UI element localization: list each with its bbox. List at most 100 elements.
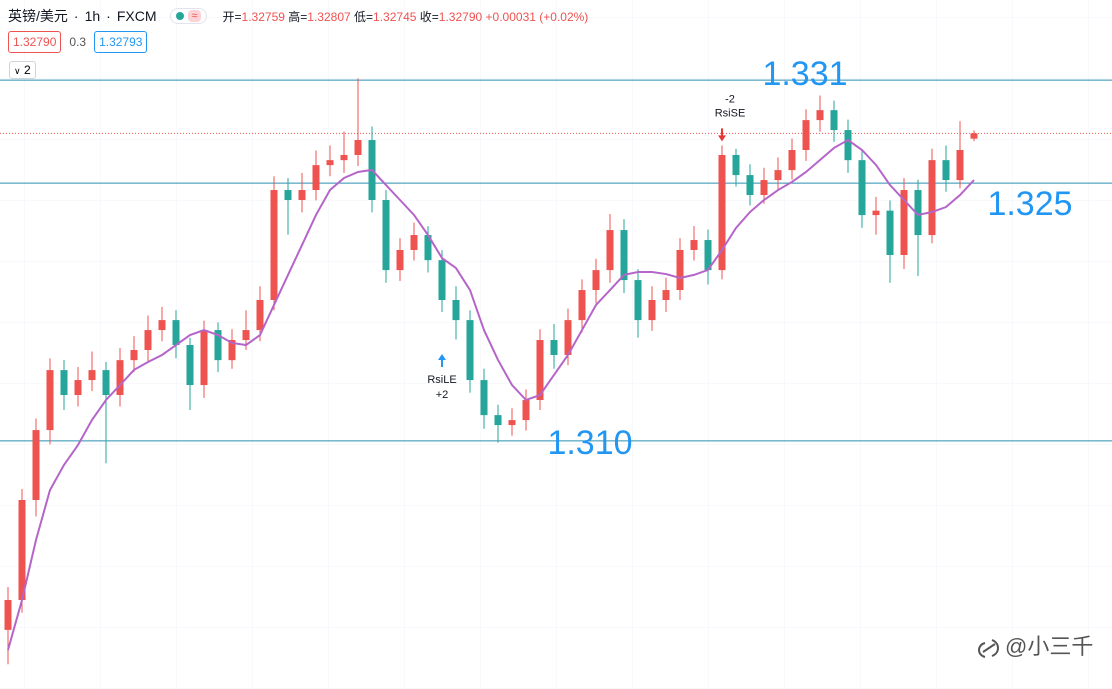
candle-body: [452, 299, 460, 321]
signal-qty: -2: [725, 93, 735, 105]
candle-body: [844, 130, 852, 161]
candle-body: [788, 149, 796, 171]
candle-body: [74, 380, 82, 396]
candle-body: [900, 190, 908, 255]
candle-body: [690, 240, 698, 250]
close-value: 1.32790: [438, 9, 483, 24]
candle-body: [732, 154, 740, 176]
level-label: 1.325: [987, 185, 1072, 223]
candle-body: [60, 370, 68, 396]
signal-qty: +2: [436, 389, 449, 401]
candle-body: [410, 235, 418, 250]
candle-body: [298, 190, 306, 200]
change-pct: (+0.02%): [539, 9, 589, 24]
candle-body: [228, 340, 236, 361]
watermark-text: @小三千: [1005, 634, 1093, 659]
candle-body: [592, 270, 600, 291]
candle-body: [886, 210, 894, 255]
candle-body: [200, 330, 208, 386]
candle-body: [424, 235, 432, 261]
candle-body: [718, 154, 726, 271]
ma-line: [7, 138, 975, 651]
header: 英镑/美元 · 1h · FXCM ≈ 开=1.32759 高=1.32807 低=…: [8, 8, 589, 25]
candle-body: [858, 160, 866, 216]
ohlc: 开=1.32759 高=1.32807 低=1.32745 收=1.32790 …: [223, 8, 589, 25]
candle-body: [816, 110, 824, 121]
open-value: 1.32759: [241, 9, 285, 24]
candle-body: [172, 320, 180, 346]
candle-body: [634, 280, 642, 321]
candle-body: [284, 190, 292, 200]
ask[interactable]: 1.32793: [94, 31, 148, 53]
candle-body: [256, 299, 264, 331]
indicator-count: 2: [23, 63, 31, 77]
candle-body: [158, 320, 166, 331]
candle-body: [326, 160, 334, 166]
candle-body: [32, 430, 40, 500]
candle-body: [466, 320, 474, 381]
spread: 0.3: [69, 35, 87, 49]
candle-body: [214, 330, 222, 361]
candle-body: [704, 240, 712, 271]
candle-body: [606, 230, 614, 271]
candle-body: [480, 380, 488, 416]
bid[interactable]: 1.32790: [8, 31, 62, 53]
candle-body: [340, 154, 348, 161]
level-label: 1.310: [547, 424, 632, 462]
level-label: 1.331: [762, 55, 847, 93]
candle-body: [970, 133, 978, 139]
candle-body: [928, 160, 936, 236]
candle-body: [578, 290, 586, 321]
signal-arrow: [438, 354, 446, 368]
candle-body: [536, 340, 544, 400]
open-label: 开=: [222, 9, 242, 24]
close-label: 收=: [419, 9, 439, 24]
candle-body: [116, 360, 124, 396]
signal-name: RsiLE: [427, 374, 456, 386]
candle-body: [830, 110, 838, 131]
candle-body: [550, 340, 558, 355]
candle-body: [382, 199, 390, 271]
candle-body: [102, 370, 110, 396]
candle-body: [956, 149, 964, 181]
candle-body: [354, 140, 362, 155]
low-label: 低=: [354, 9, 374, 24]
candle-body: [312, 165, 320, 191]
candle-body: [914, 190, 922, 236]
candle-body: [676, 249, 684, 291]
candle-body: [88, 370, 96, 381]
candle-body: [270, 190, 278, 300]
candle-body: [760, 180, 768, 196]
candle-body: [774, 170, 782, 181]
candle-body: [396, 249, 404, 271]
indicator-toggle[interactable]: ∨ 2: [9, 61, 36, 79]
candle-body: [872, 210, 880, 216]
quote-row: 1.32790 0.3 1.32793: [8, 31, 148, 53]
signal-arrow: [718, 128, 726, 142]
candle-body: [802, 120, 810, 150]
candle-body: [620, 230, 628, 281]
candle-body: [662, 290, 670, 300]
candle-body: [648, 299, 656, 321]
symbol[interactable]: 英镑/美元: [8, 8, 68, 24]
candle-body: [522, 399, 530, 421]
candle-body: [438, 260, 446, 300]
high-value: 1.32807: [307, 9, 351, 24]
candle-body: [942, 160, 950, 181]
signal-name: RsiSE: [715, 107, 746, 119]
candle-body: [508, 420, 516, 426]
candle-body: [144, 330, 152, 350]
high-label: 高=: [288, 9, 308, 24]
change: +0.00031: [485, 9, 536, 24]
candle-body: [494, 415, 502, 426]
watermark: @小三千: [978, 634, 1093, 659]
status[interactable]: ≈: [170, 8, 207, 24]
candle-body: [242, 330, 250, 341]
interval[interactable]: 1h: [84, 8, 101, 24]
candle-body: [746, 175, 754, 196]
candle-body: [4, 599, 12, 630]
low-value: 1.32745: [373, 9, 417, 24]
source: FXCM: [116, 8, 157, 24]
